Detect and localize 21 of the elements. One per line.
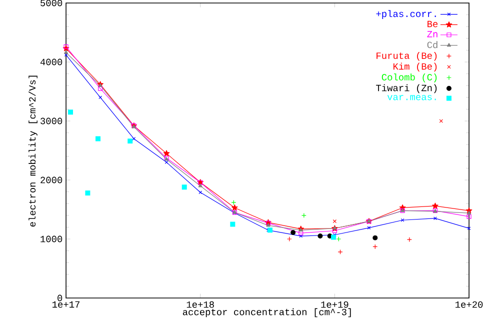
x-tick-label: 1e+20 <box>456 301 483 308</box>
y-tick-label: 4000 <box>40 58 62 66</box>
y-tick-label: 1000 <box>40 236 62 242</box>
y-axis-title: electron mobility [cm^2/Vs] <box>28 76 38 227</box>
y-tick-label: 0 <box>58 294 62 302</box>
y-tick-label: 2000 <box>40 176 62 184</box>
x-tick-label: 1e+19 <box>321 301 348 308</box>
legend-label: Zn <box>427 31 438 38</box>
x-tick-label: 1e+17 <box>52 301 80 308</box>
legend-label: Kim (Be) <box>393 62 437 72</box>
legend-label: Cd <box>427 41 438 48</box>
y-tick-label: 3000 <box>40 118 62 124</box>
legend-label: Colomb (C) <box>382 73 437 82</box>
x-tick-label: 1e+18 <box>186 301 214 308</box>
legend-label: var.meas. <box>387 95 436 100</box>
legend-label: Tiwari (Zn) <box>376 84 437 94</box>
x-axis-title: acceptor concentration [cm^-3] <box>182 308 351 318</box>
y-tick-label: 5000 <box>40 0 62 6</box>
legend-label: +plas.corr. <box>376 10 436 19</box>
legend-label: Furuta (Be) <box>376 52 437 61</box>
legend-label: Be <box>428 20 438 28</box>
